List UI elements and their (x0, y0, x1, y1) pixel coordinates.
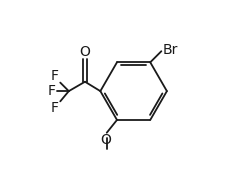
Text: F: F (47, 84, 55, 98)
Text: F: F (50, 69, 58, 83)
Text: O: O (79, 45, 90, 59)
Text: O: O (100, 133, 111, 147)
Text: Br: Br (161, 43, 177, 57)
Text: F: F (50, 101, 58, 115)
